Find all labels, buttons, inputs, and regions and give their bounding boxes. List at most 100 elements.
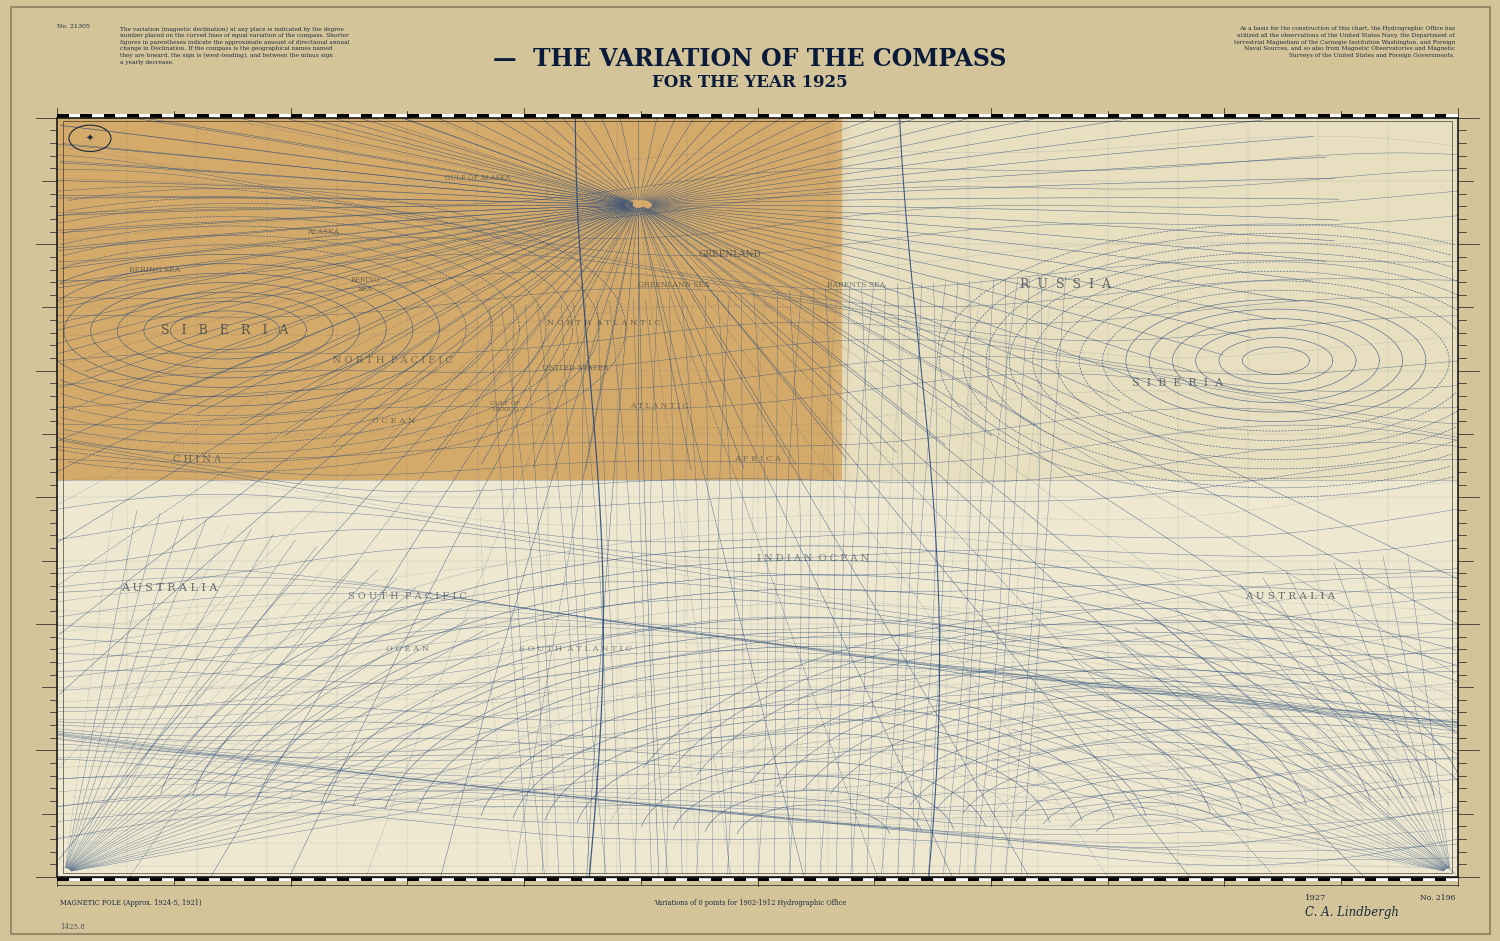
Text: C. A. Lindbergh: C. A. Lindbergh	[1305, 906, 1400, 919]
Bar	[291, 114, 302, 118]
Bar	[302, 114, 313, 118]
Text: As a basis for the construction of this chart, the Hydrographic Office has
utili: As a basis for the construction of this …	[1233, 26, 1455, 57]
Text: GULF OF
MEXICO: GULF OF MEXICO	[490, 401, 520, 411]
Bar	[57, 118, 1458, 877]
Bar	[350, 114, 360, 118]
Bar	[980, 877, 992, 881]
Bar	[396, 114, 406, 118]
Bar	[1119, 114, 1131, 118]
Bar	[945, 114, 956, 118]
Bar	[1119, 877, 1131, 881]
Bar	[326, 114, 338, 118]
Bar	[699, 114, 711, 118]
Bar	[628, 877, 640, 881]
Bar	[1050, 877, 1060, 881]
Bar	[839, 877, 850, 881]
Bar	[828, 877, 839, 881]
Bar	[816, 114, 828, 118]
Bar	[338, 877, 350, 881]
Bar	[1014, 877, 1026, 881]
Bar	[992, 877, 1002, 881]
Bar	[279, 877, 291, 881]
Bar	[419, 877, 430, 881]
Bar	[536, 877, 548, 881]
Bar	[1294, 114, 1306, 118]
Bar	[454, 877, 465, 881]
Bar	[711, 114, 723, 118]
Bar	[1143, 877, 1155, 881]
Bar	[501, 877, 513, 881]
Bar	[862, 877, 874, 881]
Bar	[350, 877, 360, 881]
Bar	[968, 114, 980, 118]
Bar	[1214, 114, 1224, 118]
Text: A U S T R A L I A: A U S T R A L I A	[1245, 592, 1335, 600]
Bar	[314, 877, 326, 881]
Text: N O R T H  A T L A N T I C: N O R T H A T L A N T I C	[546, 319, 660, 327]
Text: R  U  S  S  I  A: R U S S I A	[1020, 279, 1112, 291]
Bar	[1224, 114, 1236, 118]
Bar	[792, 114, 804, 118]
Text: UNITED STATES: UNITED STATES	[542, 364, 609, 373]
Bar	[968, 877, 980, 881]
Bar	[1096, 877, 1107, 881]
Bar	[628, 114, 640, 118]
Bar	[232, 114, 244, 118]
Bar	[1084, 114, 1096, 118]
Bar	[1270, 114, 1282, 118]
Bar	[396, 877, 406, 881]
Bar	[1424, 114, 1434, 118]
Bar	[1318, 877, 1329, 881]
Bar	[1248, 114, 1260, 118]
Bar	[1002, 877, 1014, 881]
Bar	[956, 877, 968, 881]
Bar	[1412, 114, 1424, 118]
Bar	[1318, 114, 1329, 118]
Bar	[326, 877, 338, 881]
Bar	[162, 877, 174, 881]
Bar	[1365, 877, 1377, 881]
Bar	[267, 114, 279, 118]
Bar	[57, 114, 69, 118]
Bar	[419, 114, 430, 118]
Bar	[1096, 114, 1107, 118]
Bar	[560, 114, 570, 118]
Text: GULF OF ALASKA: GULF OF ALASKA	[444, 174, 510, 183]
Bar	[1434, 114, 1446, 118]
Text: 1927: 1927	[1305, 894, 1326, 901]
Bar	[57, 118, 842, 480]
Bar	[897, 877, 909, 881]
Bar	[1341, 877, 1353, 881]
Bar	[1072, 877, 1084, 881]
Bar	[980, 114, 992, 118]
Bar	[874, 877, 886, 881]
Bar	[279, 114, 291, 118]
Bar	[1026, 114, 1038, 118]
Text: A U S T R A L I A: A U S T R A L I A	[122, 583, 218, 594]
Bar	[1424, 877, 1434, 881]
Bar	[138, 114, 150, 118]
Bar	[513, 114, 523, 118]
Bar	[1434, 877, 1446, 881]
Bar	[104, 114, 116, 118]
Bar	[442, 114, 454, 118]
Bar	[57, 118, 1458, 877]
Bar	[874, 114, 886, 118]
Bar	[1377, 877, 1388, 881]
Bar	[1060, 114, 1072, 118]
Text: BERING
SEA: BERING SEA	[351, 276, 380, 294]
Bar	[267, 877, 279, 881]
Bar	[244, 877, 255, 881]
Bar	[186, 877, 196, 881]
Text: S O U T H  P A C I F I C: S O U T H P A C I F I C	[348, 592, 466, 600]
Bar	[664, 114, 676, 118]
Bar	[606, 114, 618, 118]
Bar	[640, 877, 652, 881]
Text: A F R I C A: A F R I C A	[734, 455, 782, 463]
Bar	[1260, 114, 1270, 118]
Bar	[442, 877, 454, 881]
Bar	[711, 877, 723, 881]
Bar	[1038, 114, 1050, 118]
Bar	[92, 877, 104, 881]
Bar	[606, 877, 618, 881]
